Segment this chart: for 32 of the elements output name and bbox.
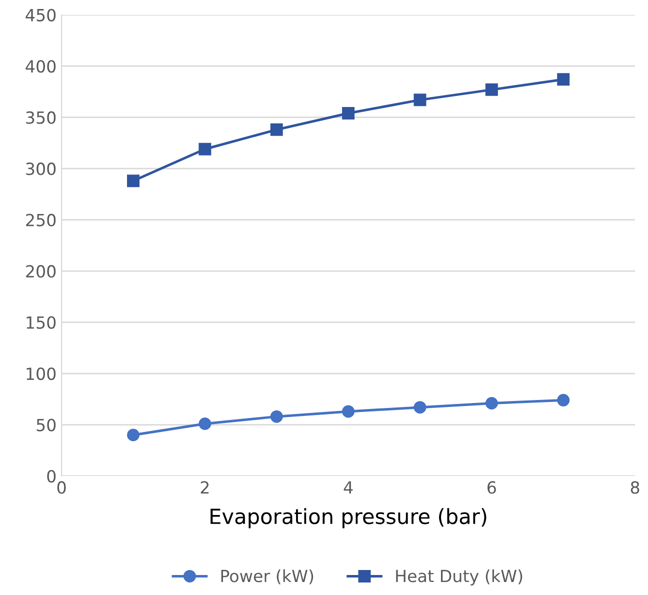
point [126,428,140,442]
point [414,401,426,414]
y-tick-label: 450 [26,8,56,22]
point [342,405,355,418]
point [270,123,283,136]
y-tick-label: 100 [26,367,56,380]
x-axis-title: Evaporation pressure (bar) [210,508,486,528]
y-tick-label: 400 [26,60,56,73]
point [270,410,283,423]
y-tick-label: 200 [26,265,56,278]
y-tick-label: 0 [47,470,56,483]
x-tick-label: 6 [488,481,496,494]
legend-label: Power (kW) [221,569,314,584]
x-tick-label: 8 [630,481,640,494]
point [485,396,498,410]
point [126,174,140,188]
point [198,417,212,430]
point [557,73,570,86]
x-tick-label: 4 [344,481,353,494]
y-tick-label: 350 [26,111,56,124]
legend-label: Heat Duty (kW) [396,569,522,586]
y-tick-label: 300 [26,162,56,176]
y-tick-label: 50 [36,418,56,432]
y-tick-label: 150 [26,316,56,329]
point [557,394,570,406]
point [414,94,426,106]
point [342,107,355,120]
point [198,142,212,156]
point [485,83,498,96]
x-tick-label: 0 [57,481,66,494]
x-tick-label: 2 [200,481,209,494]
y-tick-label: 250 [26,214,56,226]
